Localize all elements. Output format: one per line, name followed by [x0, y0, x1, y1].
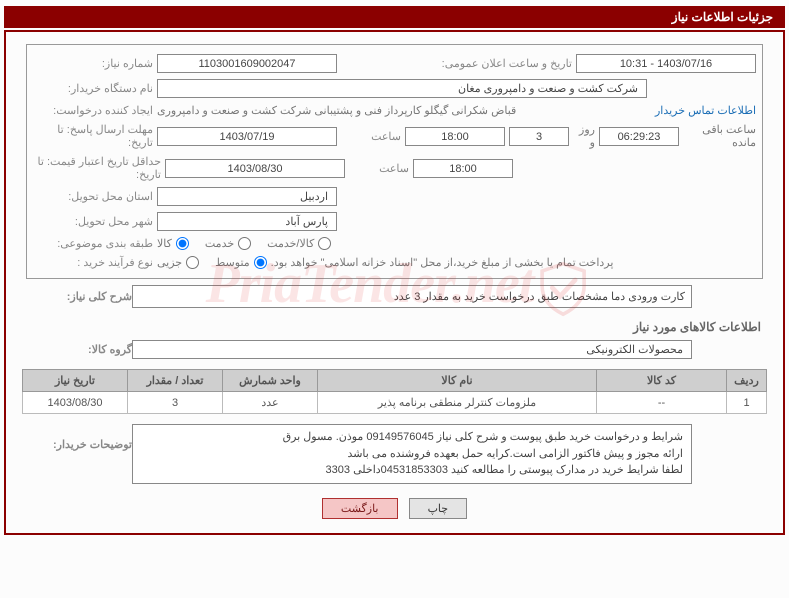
requester-text: قباض شکرانی گیگلو کارپرداز فنی و پشتیبان…: [157, 104, 516, 117]
need-no-field: 1103001609002047: [157, 54, 337, 73]
buyer-notes-box: شرایط و درخواست خرید طبق پیوست و شرح کلی…: [132, 424, 692, 484]
table-row: 1 -- ملزومات کنترلر منطقی برنامه پذیر عد…: [23, 392, 767, 414]
th-row: ردیف: [727, 370, 767, 392]
days-field: 3: [509, 127, 569, 146]
remaining-text: ساعت باقی مانده: [683, 123, 756, 149]
category-label: طبقه بندی موضوعی:: [33, 237, 153, 250]
radio-kala-input[interactable]: [176, 237, 189, 250]
radio-both[interactable]: کالا/خدمت: [267, 237, 331, 250]
details-box: شماره نیاز: 1103001609002047 تاریخ و ساع…: [26, 44, 763, 279]
cell-name: ملزومات کنترلر منطقی برنامه پذیر: [318, 392, 597, 414]
buyer-note-line: شرایط و درخواست خرید طبق پیوست و شرح کلی…: [141, 429, 683, 446]
time-label-2: ساعت: [349, 162, 409, 175]
cell-date: 1403/08/30: [23, 392, 128, 414]
reply-time-field: 18:00: [405, 127, 505, 146]
cell-rownum: 1: [727, 392, 767, 414]
reply-date-field: 1403/07/19: [157, 127, 337, 146]
radio-both-input[interactable]: [318, 237, 331, 250]
reply-deadline-label: مهلت ارسال پاسخ: تا تاریخ:: [33, 123, 153, 149]
buyer-org-label: نام دستگاه خریدار:: [33, 82, 153, 95]
requester-label: ایجاد کننده درخواست:: [33, 104, 153, 117]
buyer-org-field: شرکت کشت و صنعت و دامپروری مغان: [157, 79, 647, 98]
buy-type-label: نوع فرآیند خرید :: [33, 256, 153, 269]
announce-field: 1403/07/16 - 10:31: [576, 54, 756, 73]
buyer-note-line: ارائه مجوز و پیش فاکتور الزامی است.کرایه…: [141, 446, 683, 463]
price-validity-label: حداقل تاریخ اعتبار قیمت: تا تاریخ:: [33, 155, 161, 181]
radio-khedmat[interactable]: خدمت: [205, 237, 251, 250]
th-unit: واحد شمارش: [223, 370, 318, 392]
days-and-text: روز و: [573, 123, 595, 149]
th-code: کد کالا: [597, 370, 727, 392]
th-date: تاریخ نیاز: [23, 370, 128, 392]
page-title: جزئیات اطلاعات نیاز: [4, 6, 785, 28]
radio-jozei[interactable]: جزیی: [157, 256, 199, 269]
main-container: شماره نیاز: 1103001609002047 تاریخ و ساع…: [4, 30, 785, 535]
category-radios: کالا خدمت کالا/خدمت: [157, 237, 331, 250]
radio-jozei-input[interactable]: [186, 256, 199, 269]
price-time-field: 18:00: [413, 159, 513, 178]
th-name: نام کالا: [318, 370, 597, 392]
button-row: چاپ بازگشت: [12, 488, 777, 523]
buy-type-radios: جزیی متوسط: [157, 256, 267, 269]
cell-qty: 3: [128, 392, 223, 414]
group-field: محصولات الکترونیکی: [132, 340, 692, 359]
radio-khedmat-input[interactable]: [238, 237, 251, 250]
buy-note: پرداخت تمام یا بخشی از مبلغ خرید،از محل …: [271, 256, 614, 269]
need-no-label: شماره نیاز:: [33, 57, 153, 70]
province-field: اردبیل: [157, 187, 337, 206]
buyer-contact-link[interactable]: اطلاعات تماس خریدار: [655, 104, 756, 117]
radio-motavaset-input[interactable]: [254, 256, 267, 269]
city-field: پارس آباد: [157, 212, 337, 231]
items-table: ردیف کد کالا نام کالا واحد شمارش تعداد /…: [22, 369, 767, 414]
print-button[interactable]: چاپ: [409, 498, 468, 519]
buyer-note-line: لطفا شرایط خرید در مدارک پیوستی را مطالع…: [141, 462, 683, 479]
radio-motavaset[interactable]: متوسط: [215, 256, 267, 269]
need-desc-label: شرح کلی نیاز:: [12, 290, 132, 303]
back-button[interactable]: بازگشت: [322, 498, 398, 519]
cell-code: --: [597, 392, 727, 414]
announce-label: تاریخ و ساعت اعلان عمومی:: [438, 57, 572, 70]
table-header-row: ردیف کد کالا نام کالا واحد شمارش تعداد /…: [23, 370, 767, 392]
countdown-field: 06:29:23: [599, 127, 679, 146]
group-label: گروه کالا:: [12, 343, 132, 356]
goods-section-title: اطلاعات کالاهای مورد نیاز: [12, 312, 777, 338]
price-date-field: 1403/08/30: [165, 159, 345, 178]
province-label: استان محل تحویل:: [33, 190, 153, 203]
th-qty: تعداد / مقدار: [128, 370, 223, 392]
buyer-notes-label: توضیحات خریدار:: [12, 424, 132, 451]
time-label-1: ساعت: [341, 130, 401, 143]
city-label: شهر محل تحویل:: [33, 215, 153, 228]
radio-kala[interactable]: کالا: [157, 237, 189, 250]
need-desc-field: کارت ورودی دما مشخصات طبق درخواست خرید ب…: [132, 285, 692, 308]
cell-unit: عدد: [223, 392, 318, 414]
